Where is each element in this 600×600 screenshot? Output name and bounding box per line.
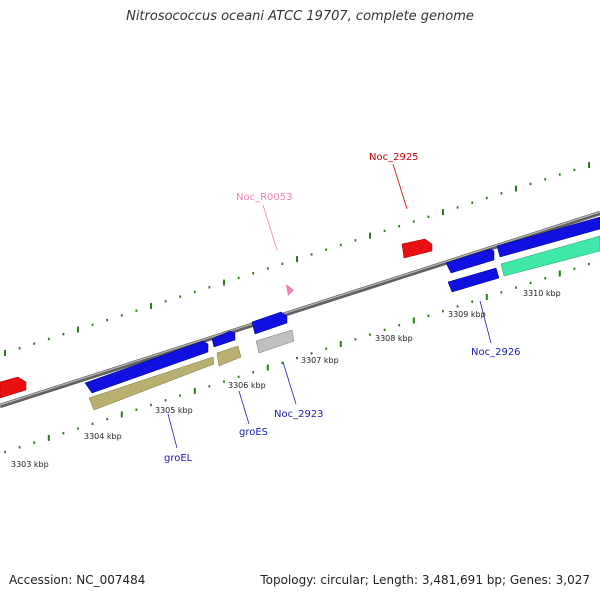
scale-label: 3309 kbp <box>448 310 486 319</box>
forward-strand-features <box>0 216 600 399</box>
accession-text: Accession: NC_007484 <box>9 573 146 587</box>
gene-arrow-right-1[interactable] <box>445 248 495 274</box>
gene-arrow-upstream-1[interactable] <box>84 340 209 394</box>
gene-arrow-noc2925[interactable] <box>401 238 433 259</box>
upper-scale-track <box>4 162 590 356</box>
scale-labels: 3303 kbp 3304 kbp 3305 kbp 3306 kbp 3307… <box>11 289 561 469</box>
gene-label-groEL[interactable]: groEL <box>164 453 193 464</box>
gene-arrow-upstream-3[interactable] <box>251 311 288 335</box>
scale-label: 3307 kbp <box>301 356 339 365</box>
dna-backbone <box>0 210 600 409</box>
gene-labels: groEL groES Noc_2923 Noc_2926 Noc_2925 N… <box>164 152 521 464</box>
gene-bar-noc2926[interactable] <box>447 267 500 293</box>
scale-label: 3306 kbp <box>228 381 266 390</box>
reverse-strand-features <box>88 235 600 411</box>
gene-label-nocR0053[interactable]: Noc_R0053 <box>236 192 293 203</box>
map-title: Nitrosococcus oceani ATCC 19707, complet… <box>126 9 474 24</box>
gene-bar-noc2923[interactable] <box>255 329 295 354</box>
scale-label: 3305 kbp <box>155 406 193 415</box>
gene-bar-groEL[interactable] <box>88 356 215 411</box>
gene-label-groES[interactable]: groES <box>239 427 268 438</box>
scale-label: 3303 kbp <box>11 460 49 469</box>
genome-summary-text: Topology: circular; Length: 3,481,691 bp… <box>260 573 590 587</box>
gene-arrow-right-2[interactable] <box>496 216 600 258</box>
gene-bar-teal[interactable] <box>500 235 600 277</box>
scale-label: 3310 kbp <box>523 289 561 298</box>
scale-label: 3308 kbp <box>375 334 413 343</box>
lower-scale-track <box>4 262 590 454</box>
gene-arrow-upstream-2[interactable] <box>211 330 236 348</box>
scale-label: 3304 kbp <box>84 432 122 441</box>
gene-label-noc2925[interactable]: Noc_2925 <box>369 152 419 163</box>
rna-feature[interactable] <box>0 376 27 399</box>
trna-marker[interactable] <box>286 284 294 296</box>
gene-label-noc2923[interactable]: Noc_2923 <box>274 409 324 420</box>
gene-bar-groES[interactable] <box>216 345 242 367</box>
gene-label-noc2926[interactable]: Noc_2926 <box>471 347 521 358</box>
leader-lines <box>167 163 492 449</box>
